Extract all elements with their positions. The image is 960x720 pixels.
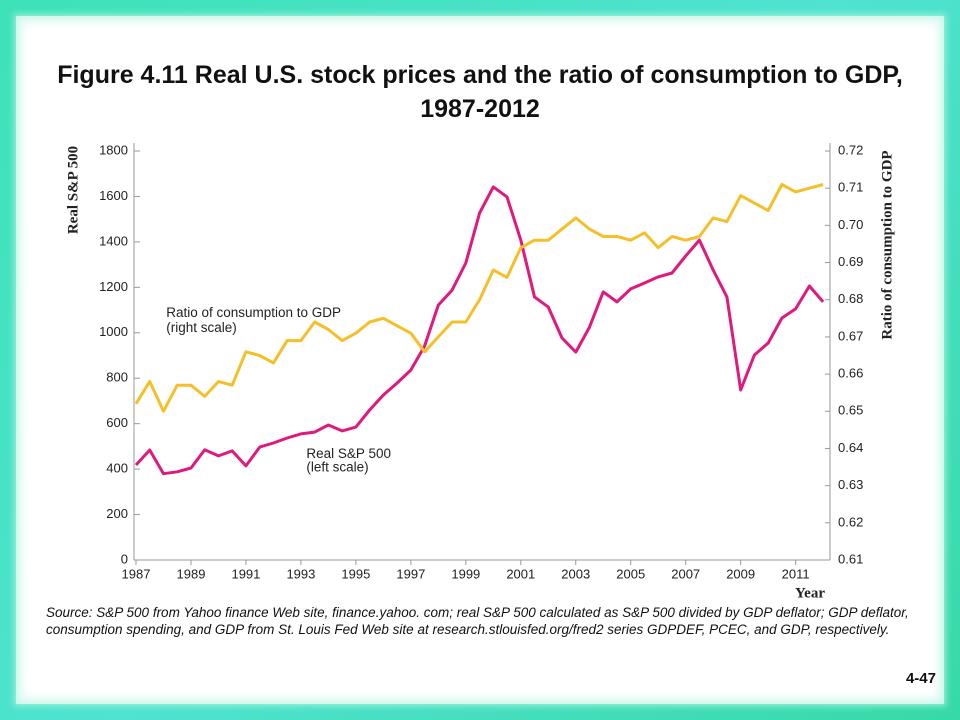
y2-tick-label: 0.64 — [838, 440, 863, 455]
y-tick-label: 600 — [106, 415, 128, 430]
x-tick-label: 1989 — [177, 566, 206, 581]
y2-tick-label: 0.63 — [838, 477, 863, 492]
x-tick-label: 2001 — [506, 566, 535, 581]
annotation: (left scale) — [306, 460, 368, 475]
page-number: 4-47 — [905, 670, 936, 687]
slide-frame — [16, 16, 944, 704]
x-tick-label: 2009 — [726, 566, 755, 581]
x-tick-label: 2005 — [616, 566, 645, 581]
x-tick-label: 2007 — [671, 566, 700, 581]
y2-tick-label: 0.72 — [838, 142, 863, 157]
y2-tick-label: 0.70 — [838, 217, 863, 232]
y-tick-label: 1200 — [99, 279, 128, 294]
source-note: Source: S&P 500 from Yahoo finance Web s… — [46, 605, 909, 637]
y-tick-label: 200 — [106, 506, 128, 521]
y-tick-label: 1600 — [99, 188, 128, 203]
x-axis-label: Year — [795, 585, 825, 601]
y2-tick-label: 0.67 — [838, 328, 863, 343]
y-tick-label: 400 — [106, 461, 128, 476]
x-tick-label: 2011 — [782, 566, 810, 581]
y2-tick-label: 0.68 — [838, 291, 863, 306]
y-tick-label: 1400 — [99, 233, 128, 248]
x-tick-label: 1991 — [231, 566, 260, 581]
annotation: Ratio of consumption to GDP — [166, 305, 341, 320]
y2-tick-label: 0.71 — [838, 180, 863, 195]
x-tick-label: 1999 — [451, 566, 480, 581]
data-line — [134, 183, 824, 413]
x-tick-label: 1997 — [396, 566, 425, 581]
x-tick-label: 2003 — [561, 566, 590, 581]
chart-title: Figure 4.11 Real U.S. stock prices and t… — [57, 61, 903, 123]
y-tick-label: 1000 — [99, 324, 128, 339]
y2-tick-label: 0.66 — [838, 366, 863, 381]
y2-axis-label: Ratio of consumption to GDP — [879, 150, 895, 339]
y2-tick-label: 0.62 — [838, 514, 863, 529]
x-tick-label: 1995 — [341, 566, 370, 581]
y-tick-label: 1800 — [99, 142, 128, 157]
y2-tick-label: 0.69 — [838, 254, 863, 269]
y-tick-label: 0 — [121, 551, 128, 566]
x-tick-label: 1987 — [122, 566, 151, 581]
y2-tick-label: 0.65 — [838, 403, 863, 418]
annotation: Real S&P 500 — [306, 446, 391, 461]
y2-tick-label: 0.61 — [838, 551, 863, 566]
x-tick-label: 1993 — [286, 566, 315, 581]
y-tick-label: 800 — [106, 370, 128, 385]
data-line — [134, 185, 825, 476]
annotation: (right scale) — [166, 320, 237, 335]
y-axis-label: Real S&P 500 — [65, 146, 81, 234]
